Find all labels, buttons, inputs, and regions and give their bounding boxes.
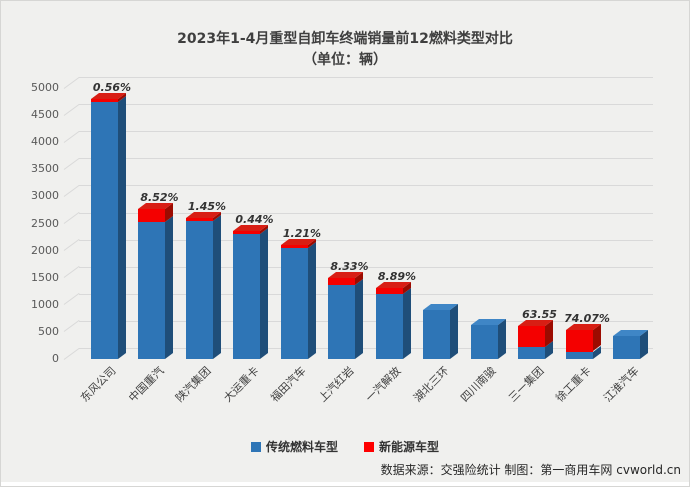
ne-share-label: 8.33% bbox=[330, 260, 369, 274]
bar-segment-traditional bbox=[565, 351, 593, 359]
ne-share-label: 1.21% bbox=[282, 226, 322, 240]
bar-group bbox=[423, 304, 458, 359]
y-tick-label: 2500 bbox=[31, 216, 59, 230]
bar-segment-traditional bbox=[280, 247, 308, 359]
y-tick-label: 4000 bbox=[31, 135, 59, 149]
gridline-diagonal bbox=[63, 293, 80, 306]
bar-side-traditional bbox=[355, 278, 363, 359]
bar-group bbox=[280, 238, 316, 359]
gridline-diagonal bbox=[63, 239, 80, 251]
legend-swatch-new-energy bbox=[364, 441, 374, 452]
legend-item-new-energy: 新能源车型 bbox=[364, 438, 439, 455]
gridline-diagonal bbox=[63, 266, 80, 279]
bar-group bbox=[90, 93, 126, 359]
bar-segment-traditional bbox=[185, 220, 213, 359]
bar-side-traditional bbox=[307, 241, 316, 359]
ne-share-label: 63.55 bbox=[522, 308, 557, 322]
gridline-diagonal bbox=[63, 320, 80, 333]
gridline-diagonal bbox=[63, 157, 80, 170]
data-source-note: 数据来源：交强险统计 制图：第一商用车网 cvworld.cn bbox=[380, 463, 681, 477]
bar-group bbox=[185, 211, 221, 359]
bar-segment-traditional bbox=[518, 347, 545, 359]
legend-item-traditional: 传统燃料车型 bbox=[250, 438, 338, 455]
bar-side-traditional bbox=[165, 215, 173, 359]
gridline bbox=[79, 77, 653, 78]
legend-label-new-energy: 新能源车型 bbox=[379, 440, 440, 454]
ne-share-label: 1.45% bbox=[187, 199, 227, 213]
bar-segment-traditional bbox=[423, 310, 450, 359]
bar-side-traditional bbox=[117, 96, 126, 359]
ne-share-label: 8.89% bbox=[377, 269, 417, 283]
bar-side-traditional bbox=[497, 319, 506, 359]
bar-segment-new-energy bbox=[233, 231, 260, 235]
bar-group bbox=[613, 329, 648, 359]
y-tick-label: 1000 bbox=[31, 297, 59, 311]
bar-group bbox=[328, 272, 363, 359]
chart-subtitle-unit: （单位：辆） bbox=[303, 52, 387, 68]
bar-segment-new-energy bbox=[565, 330, 593, 352]
bar-segment-new-energy bbox=[185, 217, 213, 221]
bar-group bbox=[233, 225, 268, 359]
y-tick-label: 5000 bbox=[31, 81, 59, 94]
bar-segment-new-energy bbox=[280, 244, 308, 248]
bar-segment-new-energy bbox=[328, 278, 355, 285]
ne-share-label: 0.44% bbox=[235, 213, 274, 227]
bar-group bbox=[138, 202, 173, 359]
legend: 传统燃料车型 新能源车型 bbox=[1, 438, 689, 455]
bar-segment-traditional bbox=[233, 234, 260, 359]
bar-group bbox=[470, 319, 506, 359]
gridline-diagonal bbox=[63, 347, 80, 360]
y-tick-label: 0 bbox=[52, 352, 59, 365]
bar-segment-new-energy bbox=[90, 99, 118, 103]
ne-share-label: 8.52% bbox=[140, 190, 179, 204]
bar-group bbox=[565, 324, 601, 359]
bar-side-traditional bbox=[450, 304, 458, 359]
bar-side-traditional bbox=[212, 214, 221, 359]
bar-segment-traditional bbox=[90, 102, 118, 359]
gridline bbox=[79, 320, 653, 322]
bar-side-traditional bbox=[402, 288, 411, 359]
legend-swatch-traditional bbox=[250, 441, 261, 452]
bar-segment-traditional bbox=[613, 335, 640, 359]
gridline bbox=[79, 293, 653, 295]
bar-segment-new-energy bbox=[138, 208, 165, 222]
bar-group bbox=[518, 320, 553, 359]
bar-segment-traditional bbox=[470, 325, 498, 359]
y-tick-label: 1500 bbox=[31, 270, 59, 284]
gridline-diagonal bbox=[63, 130, 80, 143]
gridline bbox=[79, 185, 653, 187]
gridline bbox=[79, 212, 653, 214]
bar-side-traditional bbox=[260, 228, 268, 359]
bar-segment-traditional bbox=[328, 284, 355, 359]
gridline-diagonal bbox=[63, 212, 80, 224]
bottom-strip bbox=[1, 482, 689, 486]
y-tick-label: 4500 bbox=[31, 108, 59, 122]
gridline-diagonal bbox=[63, 103, 80, 116]
chart-title: 2023年1-4月重型自卸车终端销量前12燃料类型对比 bbox=[177, 31, 513, 47]
y-tick-label: 500 bbox=[38, 324, 59, 338]
bar-group bbox=[375, 281, 411, 359]
y-tick-label: 3500 bbox=[31, 162, 59, 176]
gridline-diagonal bbox=[63, 184, 80, 197]
gridline bbox=[79, 348, 653, 349]
bar-segment-new-energy bbox=[518, 326, 545, 348]
legend-label-traditional: 传统燃料车型 bbox=[265, 440, 338, 454]
ne-share-label: 0.56% bbox=[92, 81, 132, 95]
bar-segment-new-energy bbox=[375, 288, 403, 295]
gridline bbox=[79, 158, 653, 160]
y-tick-label: 2000 bbox=[31, 243, 59, 257]
gridline bbox=[79, 266, 653, 268]
ne-share-label: 74.07% bbox=[564, 312, 610, 326]
gridline bbox=[79, 104, 653, 106]
gridline bbox=[79, 131, 653, 133]
gridline bbox=[79, 239, 653, 241]
bar-segment-traditional bbox=[375, 294, 403, 359]
bar-segment-traditional bbox=[138, 221, 165, 359]
y-tick-label: 3000 bbox=[31, 189, 59, 203]
